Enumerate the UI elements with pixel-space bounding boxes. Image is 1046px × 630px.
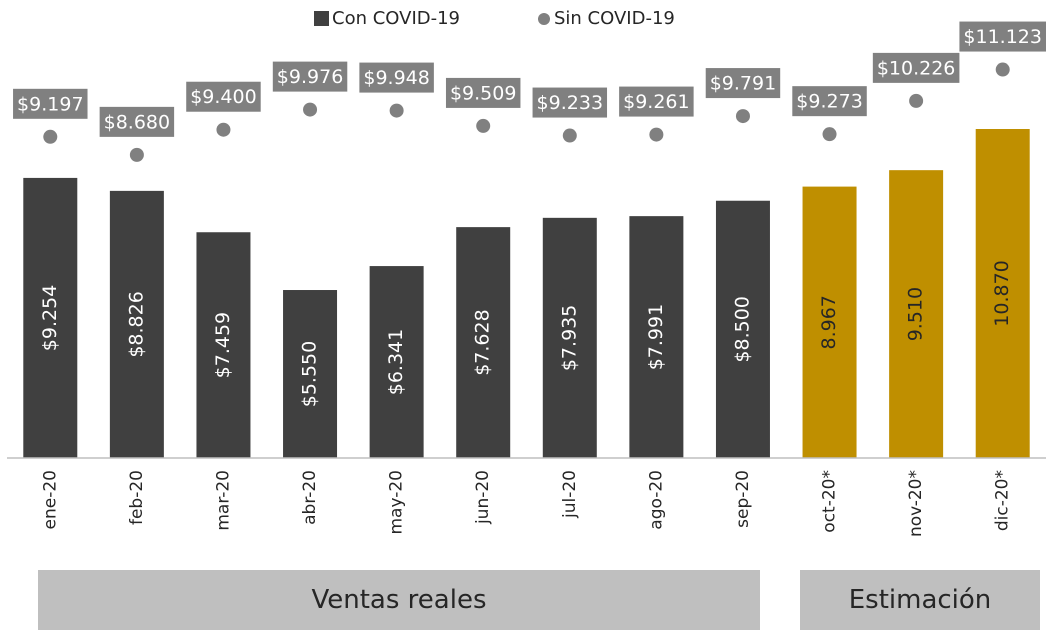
data-label-box	[705, 68, 781, 99]
bar	[715, 200, 770, 458]
data-label-box	[619, 86, 694, 117]
legend-swatch	[314, 11, 329, 26]
data-label: $6.341	[385, 329, 407, 395]
x-tick-label: mar-20	[213, 470, 233, 531]
data-label: $9.948	[363, 67, 429, 89]
x-tick-label: jul-20	[560, 470, 580, 519]
data-label-box	[99, 106, 175, 137]
data-label: $7.991	[645, 304, 667, 370]
bar	[23, 177, 78, 458]
data-label-box	[959, 21, 1046, 52]
bar	[196, 232, 251, 458]
dot	[389, 103, 404, 118]
data-label: $9.261	[623, 91, 689, 113]
data-label: $9.400	[190, 86, 256, 108]
data-label: $9.976	[277, 66, 343, 88]
data-label-box	[359, 62, 434, 93]
bar	[802, 186, 857, 458]
bar	[629, 216, 684, 458]
data-label: $8.826	[125, 291, 147, 357]
bar	[456, 227, 511, 458]
bar	[283, 290, 338, 458]
data-label: $9.509	[450, 82, 516, 104]
x-tick-label: feb-20	[127, 470, 147, 525]
data-label-box	[13, 88, 88, 119]
x-tick-label: dic-20*	[993, 470, 1013, 531]
data-label: $7.935	[558, 305, 580, 371]
data-label: $8.500	[731, 296, 753, 362]
dot	[909, 93, 924, 108]
data-label: $9.791	[710, 73, 776, 95]
data-label: $9.273	[796, 91, 862, 113]
dot	[995, 62, 1010, 77]
data-label: $9.233	[537, 92, 603, 114]
bar	[542, 217, 597, 458]
dot	[129, 147, 144, 162]
data-label: 9.510	[905, 287, 927, 341]
x-tick-label: jun-20	[473, 470, 493, 525]
dot	[303, 102, 318, 117]
bar	[889, 170, 944, 458]
data-label-box	[445, 77, 521, 108]
data-label: $5.550	[299, 341, 321, 407]
data-label: $7.628	[472, 309, 494, 375]
bar	[369, 266, 424, 458]
x-tick-label: ago-20	[646, 470, 666, 530]
dot	[735, 109, 750, 124]
dot	[476, 118, 491, 133]
dot	[649, 127, 664, 142]
data-label-box	[272, 61, 348, 92]
data-label-box	[792, 86, 867, 117]
bar	[109, 190, 164, 458]
data-label: $7.459	[212, 312, 234, 378]
data-label: $9.254	[39, 285, 61, 351]
data-label: $9.197	[17, 93, 83, 115]
x-tick-label: ene-20	[40, 470, 60, 529]
legend-label: Sin COVID-19	[554, 8, 675, 29]
data-label: $10.226	[877, 57, 956, 79]
dot	[822, 127, 837, 142]
data-label: $11.123	[963, 26, 1042, 48]
data-label: 8.967	[818, 295, 840, 349]
data-label: $8.680	[104, 111, 170, 133]
dot	[562, 128, 577, 143]
x-tick-label: oct-20*	[820, 470, 840, 533]
data-label-box	[186, 81, 261, 112]
x-tick-label: sep-20	[733, 470, 753, 528]
legend-swatch	[538, 13, 550, 25]
data-label-box	[872, 52, 960, 83]
group-label: Estimación	[800, 570, 1040, 630]
x-tick-label: nov-20*	[906, 470, 926, 537]
x-tick-label: may-20	[387, 470, 407, 535]
dot	[216, 122, 231, 137]
group-label: Ventas reales	[38, 570, 760, 630]
dot	[43, 129, 58, 144]
legend-label: Con COVID-19	[332, 8, 460, 29]
x-tick-label: abr-20	[300, 470, 320, 525]
bar	[975, 129, 1030, 458]
data-label: 10.870	[991, 260, 1013, 326]
data-label-box	[532, 87, 608, 118]
